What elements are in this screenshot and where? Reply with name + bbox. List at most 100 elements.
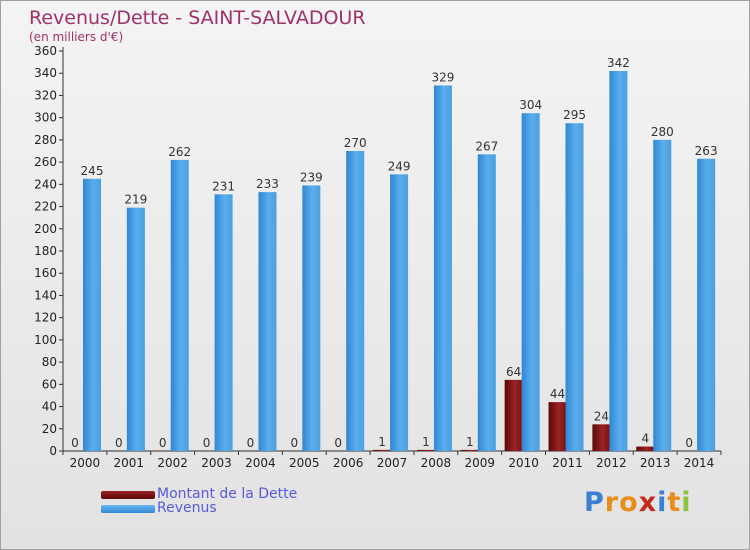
data-label-dette-2006: 0 <box>334 436 342 450</box>
legend-swatch-dette <box>101 491 155 499</box>
logo-letter: i <box>681 487 692 518</box>
y-tick-label: 280 <box>34 133 57 147</box>
bar-dette-2009 <box>460 449 479 451</box>
data-label-dette-2010: 64 <box>506 365 521 379</box>
data-label-revenus-2002: 262 <box>168 145 191 159</box>
data-label-revenus-2003: 231 <box>212 179 235 193</box>
y-tick-label: 260 <box>34 155 57 169</box>
logo-letter: o <box>619 487 639 518</box>
chart-subtitle: (en milliers d'€) <box>29 30 124 44</box>
data-label-revenus-2013: 280 <box>651 125 674 139</box>
data-label-dette-2004: 0 <box>247 436 255 450</box>
y-tick-label: 40 <box>42 400 57 414</box>
x-tick-label: 2003 <box>201 456 232 470</box>
x-tick-label: 2012 <box>596 456 627 470</box>
bar-dette-2013 <box>636 446 655 451</box>
bar-revenus-2004 <box>258 192 277 451</box>
bar-dette-2007 <box>373 449 392 451</box>
data-label-revenus-2006: 270 <box>344 136 367 150</box>
x-tick-label: 2014 <box>684 456 715 470</box>
data-label-revenus-2001: 219 <box>124 193 147 207</box>
bar-revenus-2001 <box>126 207 145 451</box>
x-tick-label: 2009 <box>464 456 495 470</box>
bar-dette-2008 <box>416 449 435 451</box>
data-label-dette-2001: 0 <box>115 436 123 450</box>
y-tick-label: 100 <box>34 333 57 347</box>
x-tick-label: 2006 <box>333 456 364 470</box>
data-label-revenus-2009: 267 <box>475 139 498 153</box>
proxiti-logo: Proxiti <box>584 487 692 518</box>
bar-revenus-2008 <box>433 85 452 451</box>
legend-label-dette: Montant de la Dette <box>157 486 298 502</box>
y-tick-label: 200 <box>34 222 57 236</box>
logo-letter: x <box>638 487 658 518</box>
data-label-dette-2009: 1 <box>466 435 474 449</box>
data-label-dette-2008: 1 <box>422 435 430 449</box>
bar-revenus-2007 <box>390 174 409 452</box>
data-label-dette-2005: 0 <box>291 436 299 450</box>
logo-letter: P <box>584 487 605 518</box>
x-tick-label: 2010 <box>508 456 539 470</box>
bar-revenus-2003 <box>214 194 233 452</box>
bar-revenus-2002 <box>170 159 189 451</box>
data-label-revenus-2012: 342 <box>607 56 630 70</box>
data-label-dette-2003: 0 <box>203 436 211 450</box>
x-tick-label: 2008 <box>421 456 452 470</box>
data-label-revenus-2014: 263 <box>695 144 718 158</box>
x-tick-label: 2013 <box>640 456 671 470</box>
data-label-revenus-2008: 329 <box>431 70 454 84</box>
x-tick-label: 2000 <box>70 456 101 470</box>
y-tick-label: 140 <box>34 288 57 302</box>
chart-title: Revenus/Dette - SAINT-SALVADOUR <box>29 7 366 29</box>
bar-revenus-2010 <box>521 113 540 451</box>
data-label-revenus-2000: 245 <box>81 164 104 178</box>
y-tick-label: 320 <box>34 88 57 102</box>
x-tick-label: 2011 <box>552 456 583 470</box>
data-label-revenus-2005: 239 <box>300 170 323 184</box>
data-label-dette-2013: 4 <box>641 432 649 446</box>
y-tick-label: 240 <box>34 177 57 191</box>
data-label-revenus-2007: 249 <box>388 159 411 173</box>
y-tick-label: 120 <box>34 311 57 325</box>
logo-letter: r <box>604 487 620 518</box>
data-label-dette-2007: 1 <box>378 435 386 449</box>
y-tick-label: 80 <box>42 355 57 369</box>
y-tick-label: 0 <box>49 444 57 458</box>
data-label-dette-2002: 0 <box>159 436 167 450</box>
y-tick-label: 300 <box>34 111 57 125</box>
y-tick-label: 360 <box>34 44 57 58</box>
y-tick-label: 20 <box>42 422 57 436</box>
y-tick-label: 340 <box>34 66 57 80</box>
data-label-dette-2011: 44 <box>550 387 565 401</box>
y-tick-label: 180 <box>34 244 57 258</box>
logo-letter: t <box>667 487 682 518</box>
y-tick-label: 160 <box>34 266 57 280</box>
data-label-dette-2000: 0 <box>71 436 79 450</box>
x-tick-label: 2001 <box>114 456 145 470</box>
x-tick-label: 2007 <box>377 456 408 470</box>
bar-revenus-2000 <box>83 178 101 451</box>
bar-dette-2011 <box>548 402 567 451</box>
x-tick-label: 2002 <box>157 456 188 470</box>
bar-revenus-2009 <box>477 154 496 452</box>
legend-swatch-revenus <box>101 505 155 513</box>
bar-revenus-2005 <box>302 185 321 451</box>
bar-revenus-2014 <box>697 158 716 451</box>
data-label-revenus-2010: 304 <box>519 98 542 112</box>
logo-letter: i <box>657 487 668 518</box>
data-label-dette-2014: 0 <box>685 436 693 450</box>
y-tick-label: 220 <box>34 200 57 214</box>
data-label-revenus-2004: 233 <box>256 177 279 191</box>
bar-revenus-2013 <box>653 139 672 451</box>
x-tick-label: 2005 <box>289 456 320 470</box>
legend-label-revenus: Revenus <box>157 500 217 516</box>
x-tick-label: 2004 <box>245 456 276 470</box>
data-label-dette-2012: 24 <box>594 409 609 423</box>
bar-revenus-2012 <box>609 71 628 451</box>
data-label-revenus-2011: 295 <box>563 108 586 122</box>
bar-dette-2012 <box>592 424 611 451</box>
bar-revenus-2006 <box>346 151 365 451</box>
bar-dette-2010 <box>504 379 523 451</box>
